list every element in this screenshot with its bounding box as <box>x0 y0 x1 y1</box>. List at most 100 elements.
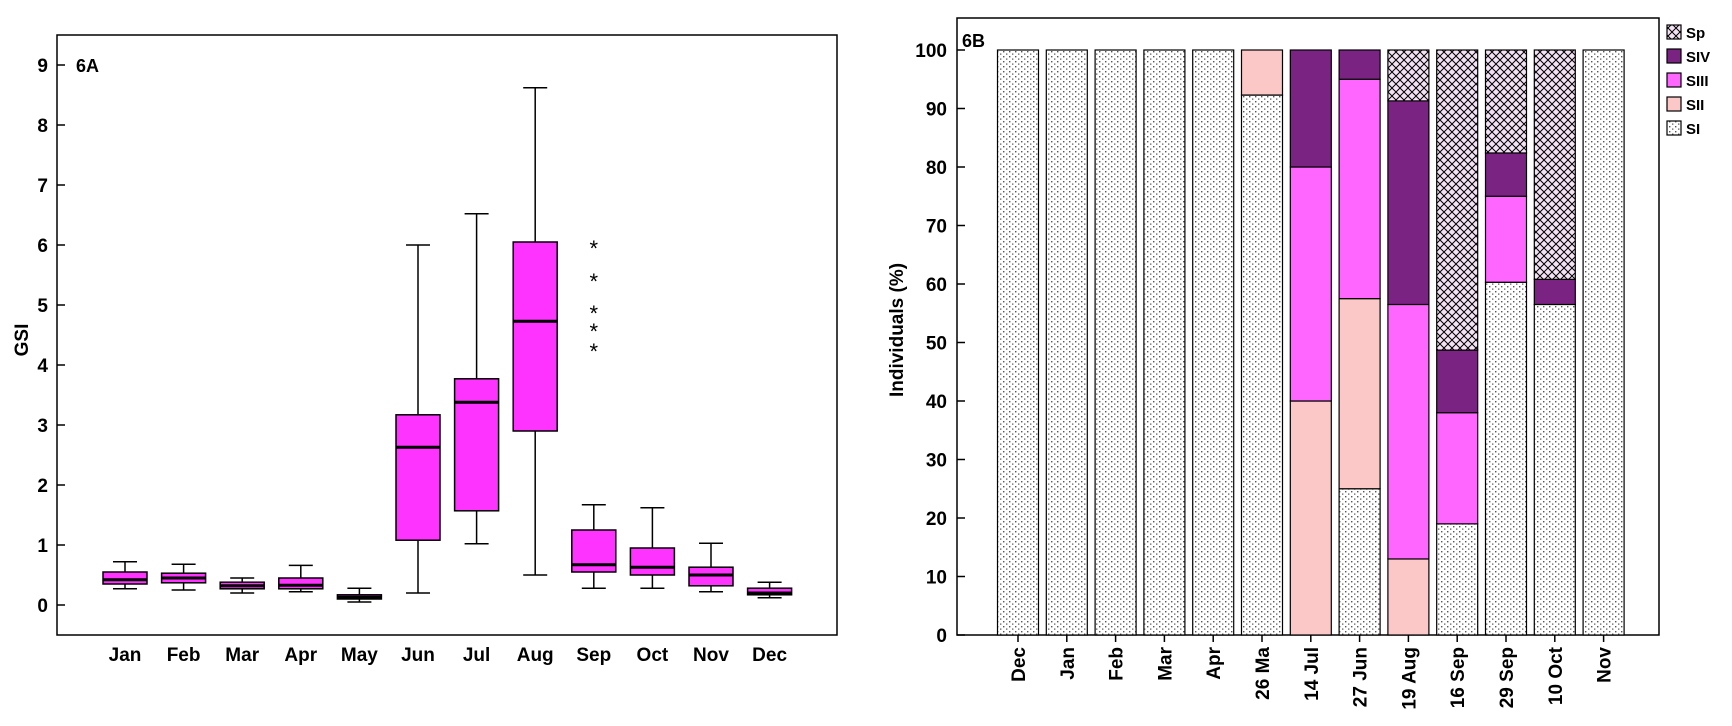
bar-stack-10-oct <box>1533 49 1576 636</box>
bar-stack-mar <box>1143 49 1186 636</box>
bar-segment-sii <box>1240 49 1284 96</box>
bar-segment-si <box>1143 49 1186 636</box>
x-tick-label: Jun <box>401 645 435 666</box>
iqr-box <box>629 547 676 576</box>
bar-segment-sp <box>1484 49 1528 154</box>
y-tick-label: 0 <box>37 596 48 617</box>
bar-segment-siv <box>1436 349 1479 414</box>
x-tick-label: 29 Sep <box>1497 647 1518 708</box>
y-tick-label: 6 <box>37 236 48 257</box>
legend-label: SIII <box>1686 73 1709 90</box>
bar-segment-siii <box>1338 78 1381 300</box>
legend-swatch-si <box>1666 120 1682 136</box>
y-tick-label: 50 <box>926 334 947 355</box>
box-apr <box>278 564 324 593</box>
bar-stack-feb <box>1094 49 1137 636</box>
bar-stack-19-aug <box>1387 49 1430 636</box>
bar-segment-sii <box>1387 558 1430 636</box>
outlier-star: * <box>590 319 599 344</box>
x-tick-label: Mar <box>225 645 259 666</box>
iqr-box <box>278 577 324 590</box>
x-tick-label: Jan <box>1058 647 1079 680</box>
legend: Sp SIV SIII SII SI <box>1666 24 1710 138</box>
box-may <box>336 587 383 603</box>
y-tick-label: 0 <box>936 626 947 647</box>
legend-swatch-sii <box>1666 96 1682 112</box>
bar-segment-si <box>1045 49 1088 636</box>
bar-segment-sp <box>1387 49 1430 102</box>
x-tick-label: 26 Ma <box>1253 647 1274 700</box>
box-nov <box>688 542 734 593</box>
bar-segment-si <box>1533 303 1576 636</box>
bar-stack-29-sep <box>1484 49 1528 636</box>
legend-swatch-sp <box>1666 24 1682 40</box>
bar-segment-si <box>1338 488 1381 636</box>
y-axis-label: GSI <box>12 324 33 357</box>
x-tick-label: Aug <box>517 645 554 666</box>
outlier-star: * <box>590 269 599 294</box>
y-tick-label: 8 <box>37 116 48 137</box>
x-tick-label: 16 Sep <box>1448 647 1469 708</box>
bar-stack-27-jun <box>1338 49 1381 636</box>
box-mar <box>219 577 265 594</box>
bar-segment-si <box>1192 49 1235 636</box>
y-tick-label: 60 <box>926 275 947 296</box>
boxplot-panel-6a: 6A GSI 0 1 2 3 4 5 6 7 8 9 Jan Feb Mar Apr May Jun Jul A… <box>12 34 838 666</box>
outlier-star: * <box>590 236 599 261</box>
box-sep <box>571 504 617 589</box>
x-tick-label: Apr <box>284 645 317 666</box>
box-feb <box>160 563 207 591</box>
x-tick-label: Oct <box>637 645 669 666</box>
bar-segment-siv <box>1289 49 1332 168</box>
y-tick-label: 7 <box>37 176 48 197</box>
bar-segment-siv <box>1387 100 1430 306</box>
bar-stack-apr <box>1192 49 1235 636</box>
bar-segment-si <box>1094 49 1137 636</box>
bar-segment-siii <box>1484 195 1528 283</box>
x-tick-label: Dec <box>752 645 787 666</box>
outlier-star: * <box>590 301 599 326</box>
x-tick-label: Jul <box>463 645 490 666</box>
box-oct <box>629 507 676 589</box>
bar-stack-26-ma <box>1240 49 1284 636</box>
y-tick-label: 40 <box>926 392 947 413</box>
legend-label: SI <box>1686 121 1700 138</box>
box-jan <box>102 561 148 590</box>
y-tick-label: 4 <box>37 356 48 377</box>
bar-segment-siii <box>1436 412 1479 525</box>
panel-label: 6A <box>76 56 99 76</box>
iqr-box <box>102 571 148 585</box>
bar-stack-16-sep <box>1436 49 1479 636</box>
x-tick-label: Apr <box>1204 646 1225 679</box>
iqr-box <box>453 378 500 512</box>
x-tick-label: 10 Oct <box>1546 646 1567 705</box>
y-tick-label: 5 <box>37 296 48 317</box>
x-tick-label: Dec <box>1009 647 1030 682</box>
y-tick-label: 70 <box>926 217 947 238</box>
y-tick-label: 3 <box>37 416 48 437</box>
plot-frame <box>56 34 838 636</box>
x-tick-label: 14 Jul <box>1302 647 1323 701</box>
bar-segment-si <box>1582 49 1625 636</box>
bar-stack-nov <box>1582 49 1625 636</box>
panel-label: 6B <box>962 31 985 51</box>
x-tick-label: 19 Aug <box>1399 647 1420 710</box>
x-tick-label: Sep <box>576 645 611 666</box>
y-tick-label: 100 <box>915 41 947 62</box>
bar-segment-si <box>1240 94 1284 636</box>
x-tick-label: Feb <box>1107 647 1128 681</box>
iqr-box <box>395 414 441 541</box>
box-aug <box>512 87 558 576</box>
y-tick-label: 80 <box>926 158 947 179</box>
x-tick-label: Nov <box>1595 647 1616 683</box>
bar-segment-sii <box>1338 298 1381 490</box>
x-tick-label: Feb <box>167 645 201 666</box>
bar-stack-14-jul <box>1289 49 1332 636</box>
bar-segment-si <box>1436 523 1479 636</box>
bar-segment-siii <box>1289 166 1332 402</box>
bar-segment-siii <box>1387 303 1430 560</box>
y-tick-label: 9 <box>37 56 48 77</box>
bar-segment-sp <box>1533 49 1576 280</box>
y-axis-label: Individuals (%) <box>887 263 908 397</box>
